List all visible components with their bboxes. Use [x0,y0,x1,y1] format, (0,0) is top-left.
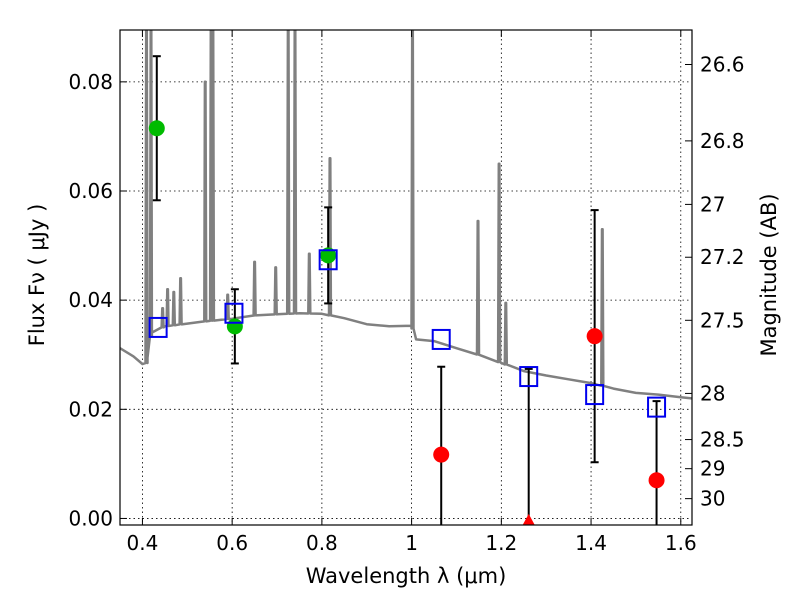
y-tick-label: 0.02 [68,397,113,421]
non-detection-point [433,446,450,463]
sed-model-spectrum-line [120,30,692,400]
x-tick-label: 0.4 [127,531,159,555]
model-photometry-square [647,396,667,418]
x-tick-label: 0.8 [306,531,338,555]
right-axis-label: Magnitude (AB) [757,193,781,356]
right-tick-label: 27.2 [700,245,745,269]
y-tick-label: 0.08 [68,70,113,94]
model-photometry-square [585,384,605,406]
x-axis-label: Wavelength λ (μm) [306,564,507,588]
y-tick-label: 0.06 [68,179,113,203]
x-tick-label: 1.6 [665,531,697,555]
sed-model-spectrum-group [120,30,692,400]
y-axis-label: Flux Fν ( μJy ) [25,204,49,347]
detection-point [148,120,165,137]
non-detection-point [586,328,603,345]
model-photometry-square [318,249,338,271]
right-tick-label: 27.5 [700,308,745,332]
model-photometry-square [519,366,539,388]
right-tick-label: 27 [700,192,725,216]
right-tick-label: 28.5 [700,428,745,452]
x-tick-label: 1.4 [575,531,607,555]
model-photometry-square [224,302,244,324]
non-detection-point [648,472,665,489]
y-tick-label: 0.00 [68,506,113,530]
upper-limit-marker [522,513,535,525]
x-tick-label: 0.6 [216,531,248,555]
right-tick-label: 28 [700,381,725,405]
detection-point [320,247,337,264]
plot-frame [119,29,693,526]
model-photometry-square [431,328,451,350]
right-tick-label: 26.6 [700,53,745,77]
right-tick-label: 26.8 [700,129,745,153]
y-tick-label: 0.04 [68,288,113,312]
detection-point [226,318,243,335]
model-photometry-square [148,316,168,338]
right-tick-label: 30 [700,487,725,511]
axis-ticks-group: 0.4 0.6 0.8 1 1.2 1.4 1.6 0.00 0.02 0.04 0.06 0.08 2… [68,30,745,555]
right-tick-label: 29 [700,457,725,481]
x-tick-label: 1.2 [485,531,517,555]
data-marks-group [148,55,667,525]
x-tick-label: 1 [405,531,418,555]
